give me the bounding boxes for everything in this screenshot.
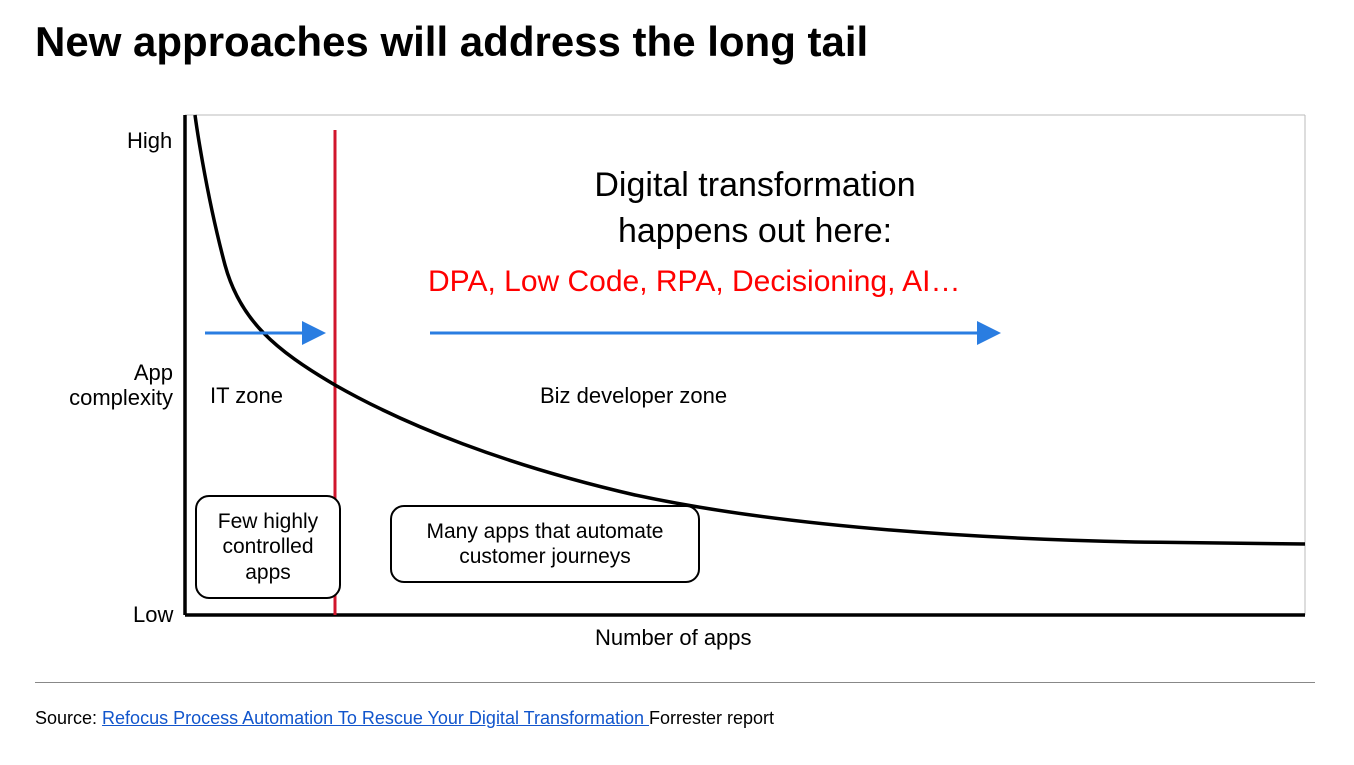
source-line: Source: Refocus Process Automation To Re…: [35, 708, 774, 729]
biz-zone-label: Biz developer zone: [540, 383, 727, 409]
x-axis-label: Number of apps: [595, 625, 752, 651]
y-axis-label-mid: App complexity: [63, 360, 173, 411]
y-axis-label-mid-l2: complexity: [69, 385, 173, 410]
slide: New approaches will address the long tai…: [0, 0, 1354, 765]
callout-it-l1: Few highly: [218, 510, 318, 533]
source-suffix: Forrester report: [649, 708, 774, 728]
y-axis-label-high: High: [127, 128, 172, 154]
y-axis-label-mid-l1: App: [134, 360, 173, 385]
overlay-line3: DPA, Low Code, RPA, Decisioning, AI…: [428, 265, 960, 299]
overlay-line2: happens out here:: [455, 212, 1055, 251]
callout-box-biz: Many apps that automate customer journey…: [390, 505, 700, 583]
callout-it-l3: apps: [245, 561, 291, 584]
callout-biz-l1: Many apps that automate: [427, 520, 664, 543]
callout-box-it: Few highly controlled apps: [195, 495, 341, 599]
page-title: New approaches will address the long tai…: [35, 18, 868, 66]
divider-hr: [35, 682, 1315, 683]
source-prefix: Source:: [35, 708, 102, 728]
source-link[interactable]: Refocus Process Automation To Rescue You…: [102, 708, 649, 728]
y-axis-label-low: Low: [133, 602, 173, 628]
long-tail-chart: High App complexity Low Number of apps I…: [35, 110, 1315, 670]
it-zone-label: IT zone: [210, 383, 283, 409]
callout-it-l2: controlled: [222, 535, 313, 558]
callout-biz-l2: customer journeys: [459, 545, 631, 568]
overlay-line1: Digital transformation: [455, 166, 1055, 205]
